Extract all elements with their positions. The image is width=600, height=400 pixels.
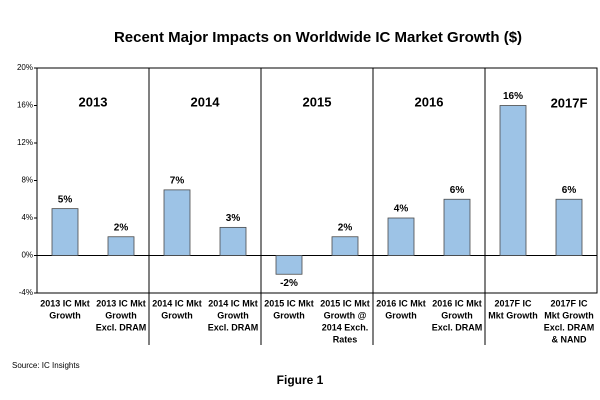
group-label: 2015 (303, 94, 332, 109)
x-tick-label: & NAND (552, 334, 587, 344)
y-tick-label: 4% (21, 213, 33, 222)
x-tick-label: Mkt Growth (488, 310, 538, 320)
x-tick-label: Mkt Growth (544, 310, 594, 320)
x-tick-label: Growth (217, 310, 249, 320)
x-tick-label: Rates (333, 334, 358, 344)
x-tick-label: 2013 IC Mkt (40, 298, 90, 308)
value-label: 6% (562, 185, 577, 196)
group-label: 2013 (79, 94, 108, 109)
y-tick-label: 16% (17, 101, 33, 110)
y-tick-label: 0% (21, 251, 33, 260)
x-tick-label: 2016 IC Mkt (376, 298, 426, 308)
value-label: 16% (503, 91, 523, 102)
y-tick-label: 20% (17, 63, 33, 72)
x-tick-label: Growth (441, 310, 473, 320)
bar (51, 208, 79, 256)
x-tick-label: 2017F IC (494, 298, 532, 308)
bar (443, 198, 471, 256)
value-label: 5% (58, 194, 73, 205)
value-label: 3% (226, 213, 241, 224)
bar (163, 189, 191, 256)
x-tick-label: 2014 IC Mkt (152, 298, 202, 308)
x-tick-label: 2016 IC Mkt (432, 298, 482, 308)
value-label: -2% (280, 278, 298, 289)
x-tick-label: Excl. DRAM (208, 322, 259, 332)
x-tick-label: 2014 Exch. (322, 322, 369, 332)
bar (219, 226, 247, 256)
chart-title: Recent Major Impacts on Worldwide IC Mar… (114, 29, 522, 46)
group-label: 2014 (191, 94, 221, 109)
value-label: 4% (394, 204, 409, 215)
y-tick-label: 8% (21, 176, 33, 185)
x-tick-label: Growth (105, 310, 137, 320)
x-tick-label: 2017F IC (550, 298, 588, 308)
bar (275, 255, 303, 275)
x-tick-label: 2013 IC Mkt (96, 298, 146, 308)
x-tick-label: Growth (273, 310, 305, 320)
x-tick-label: Excl. DRAM (544, 322, 595, 332)
bar (331, 236, 359, 256)
x-tick-label: Growth (49, 310, 81, 320)
value-label: 7% (170, 176, 185, 187)
x-tick-label: 2015 IC Mkt (320, 298, 370, 308)
figure-caption: Figure 1 (277, 373, 324, 387)
value-label: 2% (114, 222, 129, 233)
x-tick-label: 2014 IC Mkt (208, 298, 258, 308)
bar (107, 236, 135, 256)
y-tick-label: -4% (19, 288, 33, 297)
bar (555, 198, 583, 256)
x-tick-label: Growth @ (324, 310, 367, 320)
source-note: Source: IC Insights (12, 361, 80, 370)
x-tick-label: Growth (385, 310, 417, 320)
group-label: 2017F (551, 95, 588, 110)
x-tick-label: Growth (161, 310, 193, 320)
group-label: 2016 (415, 94, 444, 109)
x-tick-label: Excl. DRAM (96, 322, 147, 332)
value-label: 2% (338, 222, 353, 233)
bar (499, 105, 527, 256)
bar (387, 217, 415, 256)
x-tick-label: Excl. DRAM (432, 322, 483, 332)
y-tick-label: 12% (17, 138, 33, 147)
x-tick-label: 2015 IC Mkt (264, 298, 314, 308)
value-label: 6% (450, 185, 465, 196)
